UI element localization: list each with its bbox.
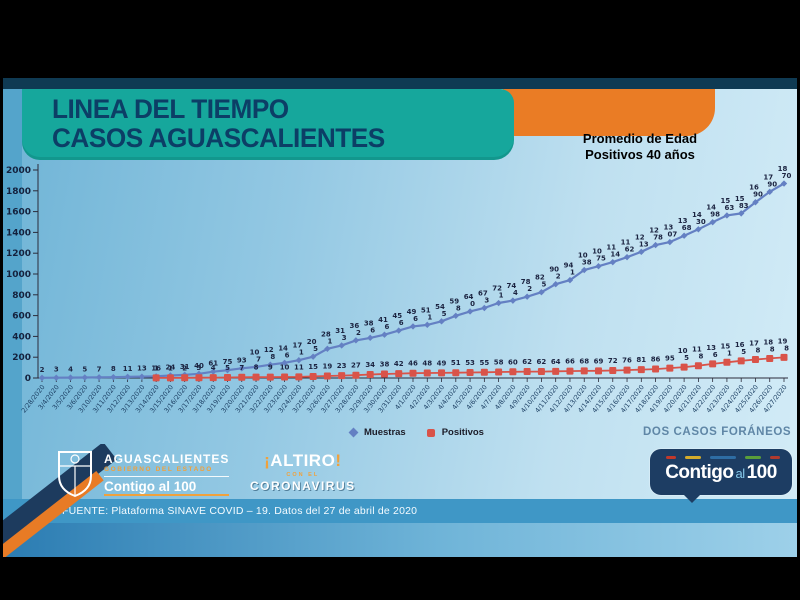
badge-dash-icon	[710, 456, 736, 459]
title-line-2: CASOS AGUASCALIENTES	[52, 122, 385, 153]
altiro-coronavirus-logo: ¡ALTIRO! CON EL CORONAVIRUS	[250, 451, 356, 493]
gov-logo-state: AGUASCALIENTES	[104, 452, 230, 466]
muestras-marker-icon	[348, 427, 359, 438]
foreign-cases-note: DOS CASOS FORÁNEOS	[643, 426, 792, 438]
altiro-excl-open: ¡	[264, 451, 271, 470]
title-line-1: LINEA DEL TIEMPO	[52, 94, 289, 124]
left-border-strip	[3, 89, 22, 499]
government-logo: AGUASCALIENTES GOBIERNO DEL ESTADO Conti…	[55, 450, 230, 498]
altiro-mid-text: CON EL	[286, 472, 320, 478]
legend-positivos-label: Positivos	[441, 427, 484, 438]
badge-dash-icon	[666, 456, 676, 459]
source-text: FUENTE: Plataforma SINAVE COVID – 19. Da…	[3, 499, 797, 523]
title-banner: LINEA DEL TIEMPO CASOS AGUASCALIENTES	[22, 89, 514, 160]
badge-dash-icon	[685, 456, 701, 459]
badge-word-100: 100	[746, 462, 778, 483]
badge-dashes-icon	[666, 456, 792, 459]
page-title: LINEA DEL TIEMPO CASOS AGUASCALIENTES	[52, 95, 500, 153]
slide-content: LINEA DEL TIEMPO CASOS AGUASCALIENTES Pr…	[3, 89, 797, 557]
legend-muestras-label: Muestras	[364, 427, 406, 438]
positivos-marker-icon	[426, 428, 435, 437]
orange-banner-shape	[503, 89, 715, 136]
badge-word-al: al	[735, 466, 745, 481]
annotation-line-1: Promedio de Edad	[582, 131, 698, 146]
altiro-name: ALTIRO	[270, 451, 336, 470]
bottom-band	[3, 523, 797, 557]
average-age-annotation: Promedio de Edad Positivos 40 años	[555, 131, 725, 164]
badge-dash-icon	[770, 456, 780, 459]
annotation-line-2: Positivos 40 años	[585, 147, 695, 163]
badge-dash-icon	[745, 456, 761, 459]
gov-logo-slogan: Contigo al 100	[104, 476, 230, 496]
top-border-strip	[3, 78, 797, 89]
gov-logo-subtitle: GOBIERNO DEL ESTADO	[104, 466, 213, 473]
altiro-excl-close: !	[335, 451, 342, 470]
altiro-coronavirus-text: CORONAVIRUS	[250, 479, 356, 493]
coat-of-arms-icon	[58, 451, 92, 498]
chart-legend: Muestras Positivos	[348, 427, 498, 438]
badge-tail	[684, 495, 700, 503]
badge-word-contigo: Contigo	[665, 462, 734, 483]
contigo-al-100-badge: Contigo al 100	[650, 449, 792, 503]
